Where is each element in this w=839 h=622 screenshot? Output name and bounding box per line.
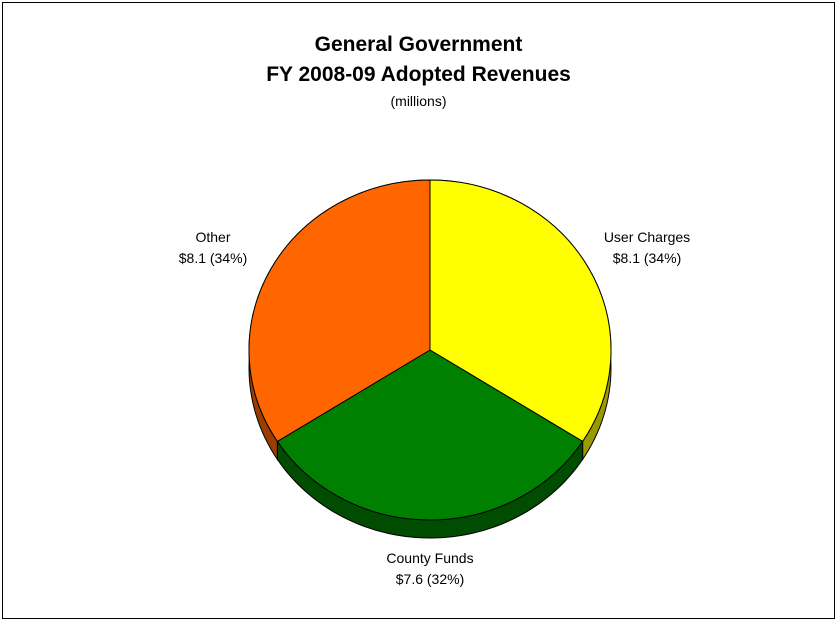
slice-value-county-funds: $7.6 (32%) xyxy=(396,571,464,587)
chart-subtitle: FY 2008-09 Adopted Revenues xyxy=(266,63,571,86)
pie-slice-other xyxy=(248,179,431,443)
slice-label-other: Other xyxy=(195,229,230,245)
pie-slice-county-funds xyxy=(276,349,584,521)
chart-unit-note: (millions) xyxy=(390,93,447,109)
pie-slice-user-charges xyxy=(429,179,612,443)
slice-value-user-charges: $8.1 (34%) xyxy=(613,250,681,266)
chart-title: General Government xyxy=(314,33,523,56)
slice-label-user-charges: User Charges xyxy=(604,229,690,245)
slice-value-other: $8.1 (34%) xyxy=(179,250,247,266)
slice-label-county-funds: County Funds xyxy=(386,550,473,566)
